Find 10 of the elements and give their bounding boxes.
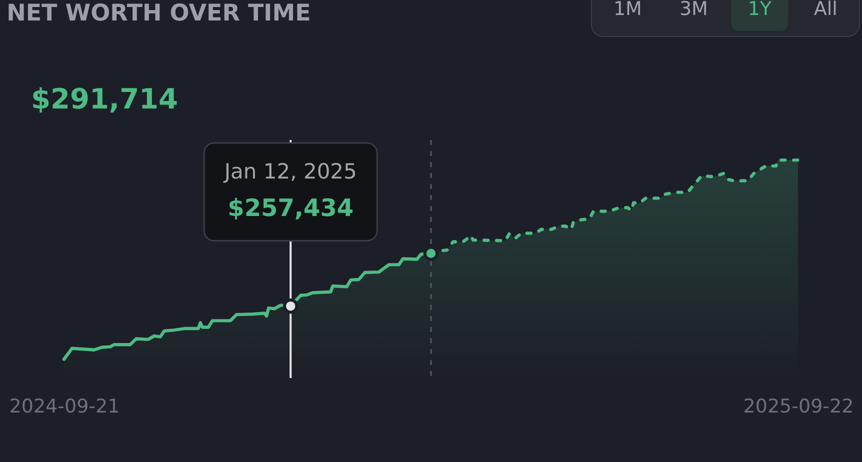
time-range-label: 1M bbox=[613, 0, 642, 19]
annotation: Jan 12, 2025 bbox=[222, 160, 357, 184]
annotation: $257,434 bbox=[228, 194, 354, 222]
time-range-label: 3M bbox=[679, 0, 708, 19]
x-tick-label: 2025-09-22 bbox=[743, 396, 854, 418]
chart-title: NET WORTH OVER TIME bbox=[6, 0, 311, 26]
time-range-button: 1Y bbox=[730, 0, 789, 31]
chart-subtitle: $291,714 bbox=[31, 82, 178, 116]
time-range-label: All bbox=[814, 0, 838, 19]
x-tick-label: 2024-09-21 bbox=[9, 396, 120, 418]
